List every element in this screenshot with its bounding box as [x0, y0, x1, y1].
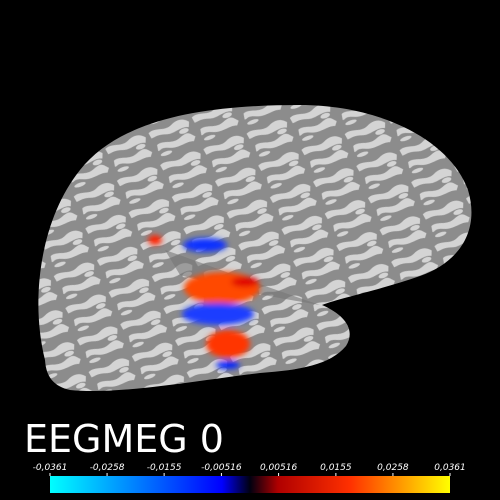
colorbar-tick-label: 0,00516	[260, 463, 297, 473]
activation-blob	[148, 235, 162, 245]
colorbar-tick-label: -0,0361	[33, 463, 68, 473]
colorbar-tick-label: 0,0155	[320, 463, 352, 473]
colorbar-tick-label: -0,00516	[201, 463, 242, 473]
colorbar	[50, 476, 450, 493]
activation-blob	[206, 330, 250, 358]
colorbar-tick-label: -0,0258	[90, 463, 125, 473]
colorbar-tick-label: 0,0361	[434, 463, 466, 473]
colorbar-tick-label: 0,0258	[377, 463, 409, 473]
activation-blob	[183, 238, 227, 252]
activation-blob	[216, 361, 240, 369]
title: EEGMEG 0	[24, 417, 224, 461]
activation-blob	[231, 277, 259, 287]
brain-surface	[38, 105, 472, 392]
activation-blob	[184, 272, 260, 304]
activation	[148, 235, 260, 369]
activation-blob	[182, 303, 254, 325]
colorbar-tick-label: -0,0155	[147, 463, 182, 473]
